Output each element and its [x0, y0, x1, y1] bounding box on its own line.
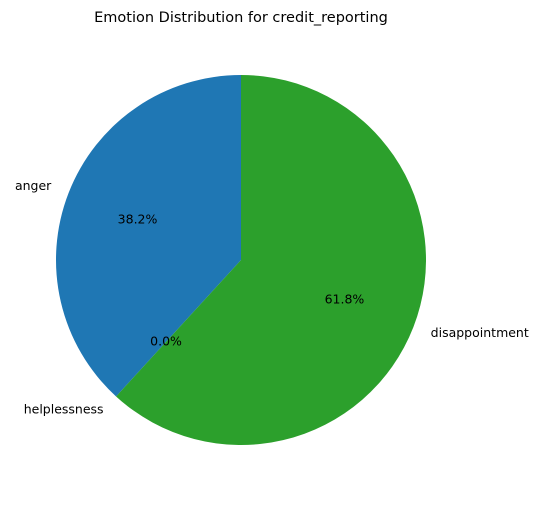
slice-labels: anger helplessness disappointment [15, 178, 529, 417]
chart-title: Emotion Distribution for credit_reportin… [94, 10, 388, 26]
slice-label-disappointment: disappointment [431, 325, 529, 340]
percent-label-disappointment: 61.8% [325, 292, 365, 307]
percent-labels: 38.2% 0.0% 61.8% [118, 211, 365, 348]
pie-slice-anger [55, 75, 242, 397]
percent-label-anger: 38.2% [118, 211, 158, 226]
pie-slice-disappointment [116, 75, 427, 446]
percent-label-helplessness: 0.0% [150, 333, 182, 348]
slice-label-helplessness: helplessness [24, 402, 104, 417]
pie-slices [55, 75, 427, 446]
slice-label-anger: anger [15, 178, 52, 193]
